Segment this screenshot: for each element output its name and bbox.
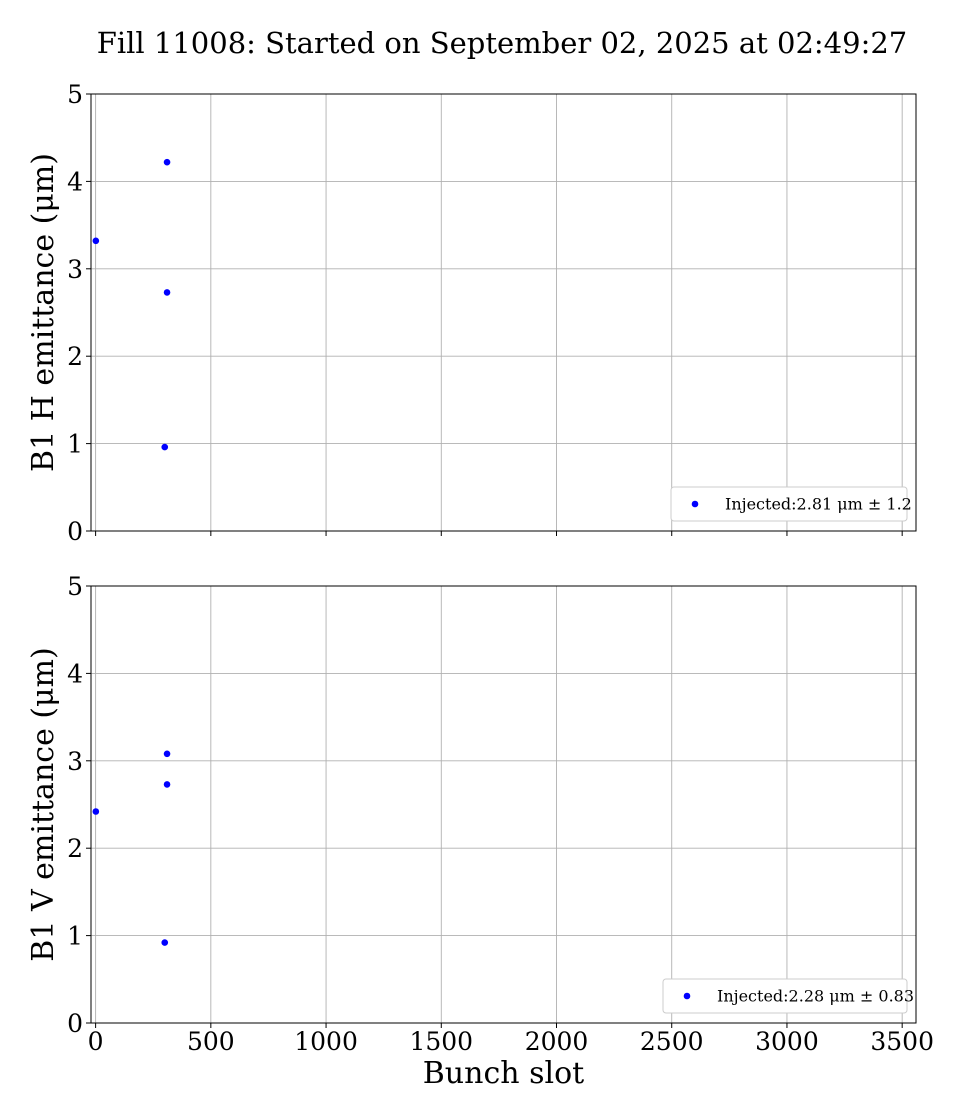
y-axis-label: B1 V emittance (μm) bbox=[26, 647, 61, 961]
y-tick-label: 4 bbox=[67, 167, 83, 196]
y-tick-label: 3 bbox=[67, 255, 83, 284]
x-tick-label: 1000 bbox=[294, 1027, 358, 1056]
chart-panel-2: 0 500 1000 1500 2000 2500 3000 3500 0 1 2 3 4 5 B1 V e… bbox=[26, 572, 934, 1091]
y-tick-label: 0 bbox=[67, 1009, 83, 1038]
legend-box bbox=[670, 486, 908, 522]
data-point bbox=[163, 781, 171, 788]
data-point bbox=[163, 289, 171, 296]
legend-label: Injected:2.81 μm ± 1.2 bbox=[725, 495, 912, 514]
legend-marker bbox=[691, 500, 699, 508]
data-point bbox=[161, 939, 169, 946]
data-point bbox=[92, 237, 100, 245]
data-point bbox=[161, 443, 169, 451]
y-tick-label: 3 bbox=[67, 747, 83, 776]
y-tick-label: 5 bbox=[67, 80, 83, 109]
y-tick-label: 4 bbox=[67, 659, 83, 688]
data-point bbox=[92, 808, 100, 815]
x-tick-label: 2000 bbox=[525, 1027, 589, 1056]
legend: Injected:2.28 μm ± 0.83 bbox=[662, 978, 914, 1014]
chart-panel-1: 0 1 2 3 4 5 B1 H emittance (μm) Injected:2.81 μ… bbox=[26, 80, 917, 546]
y-tick-label: 2 bbox=[67, 834, 83, 863]
y-tick-label: 0 bbox=[67, 517, 83, 546]
y-axis-label: B1 H emittance (μm) bbox=[26, 153, 61, 472]
legend: Injected:2.81 μm ± 1.2 bbox=[670, 486, 912, 522]
x-tick-label: 3000 bbox=[755, 1027, 819, 1056]
x-tick-label: 500 bbox=[187, 1027, 235, 1056]
x-tick-label: 3500 bbox=[870, 1027, 934, 1056]
x-tick-label: 1500 bbox=[409, 1027, 473, 1056]
y-tick-label: 5 bbox=[67, 572, 83, 601]
legend-marker bbox=[683, 992, 691, 1000]
x-axis-label: Bunch slot bbox=[423, 1056, 584, 1091]
plot-frame bbox=[90, 585, 917, 1024]
data-point bbox=[163, 750, 171, 758]
y-tick-label: 1 bbox=[67, 430, 83, 459]
data-point bbox=[163, 158, 171, 166]
legend-box bbox=[662, 978, 908, 1014]
y-tick-label: 1 bbox=[67, 922, 83, 951]
x-tick-label: 0 bbox=[88, 1027, 104, 1056]
plot-frame bbox=[90, 93, 917, 532]
legend-label: Injected:2.28 μm ± 0.83 bbox=[717, 987, 914, 1006]
chart-title: Fill 11008: Started on September 02, 202… bbox=[97, 26, 908, 60]
x-tick-label: 2500 bbox=[640, 1027, 704, 1056]
y-tick-label: 2 bbox=[67, 342, 83, 371]
